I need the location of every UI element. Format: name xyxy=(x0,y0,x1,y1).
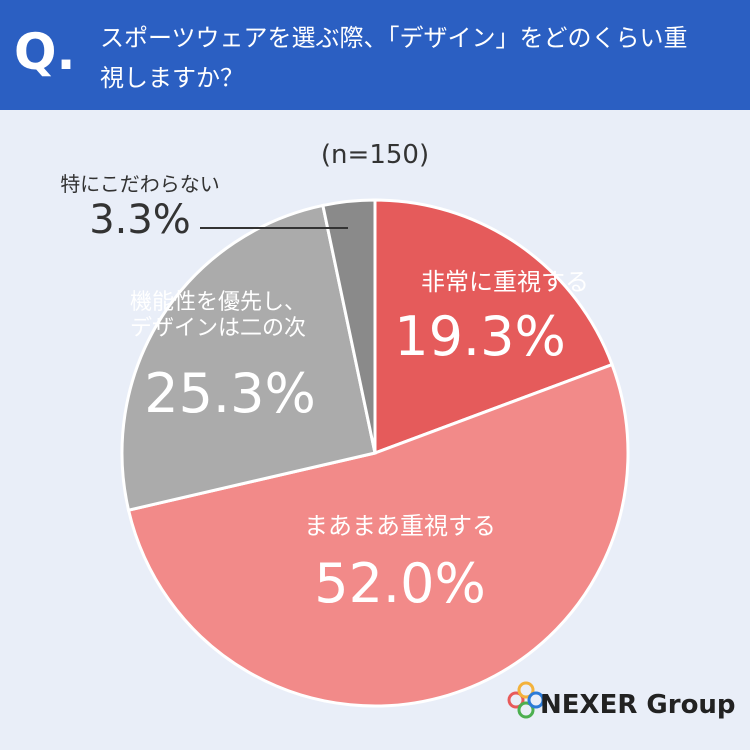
category-label: まあまあ重視する xyxy=(304,512,496,540)
pie-slice xyxy=(126,362,630,708)
chart-subtitle: (n=150) xyxy=(320,140,430,170)
logo-text: NEXER Group xyxy=(540,690,736,720)
logo-icon xyxy=(517,681,535,699)
category-label: 機能性を優先し、デザインは二の次 xyxy=(129,290,306,342)
value-label: 25.3% xyxy=(144,362,316,425)
logo-icon xyxy=(507,691,525,709)
value-label: 19.3% xyxy=(394,305,566,368)
pie-slice xyxy=(120,203,377,512)
category-label: 特にこだわらない xyxy=(60,172,220,196)
logo-icon xyxy=(517,701,535,719)
pie-slice xyxy=(373,198,614,456)
value-label: 52.0% xyxy=(314,552,486,615)
category-label: 非常に重視する xyxy=(421,268,589,296)
value-label: 3.3% xyxy=(89,197,191,243)
header xyxy=(0,0,750,110)
question-marker: Q. xyxy=(14,23,76,81)
chart-title: スポーツウェアを選ぶ際、「デザイン」をどのくらい重視しますか？ xyxy=(100,24,688,92)
pie-slice xyxy=(321,198,377,454)
logo-icon xyxy=(527,691,545,709)
